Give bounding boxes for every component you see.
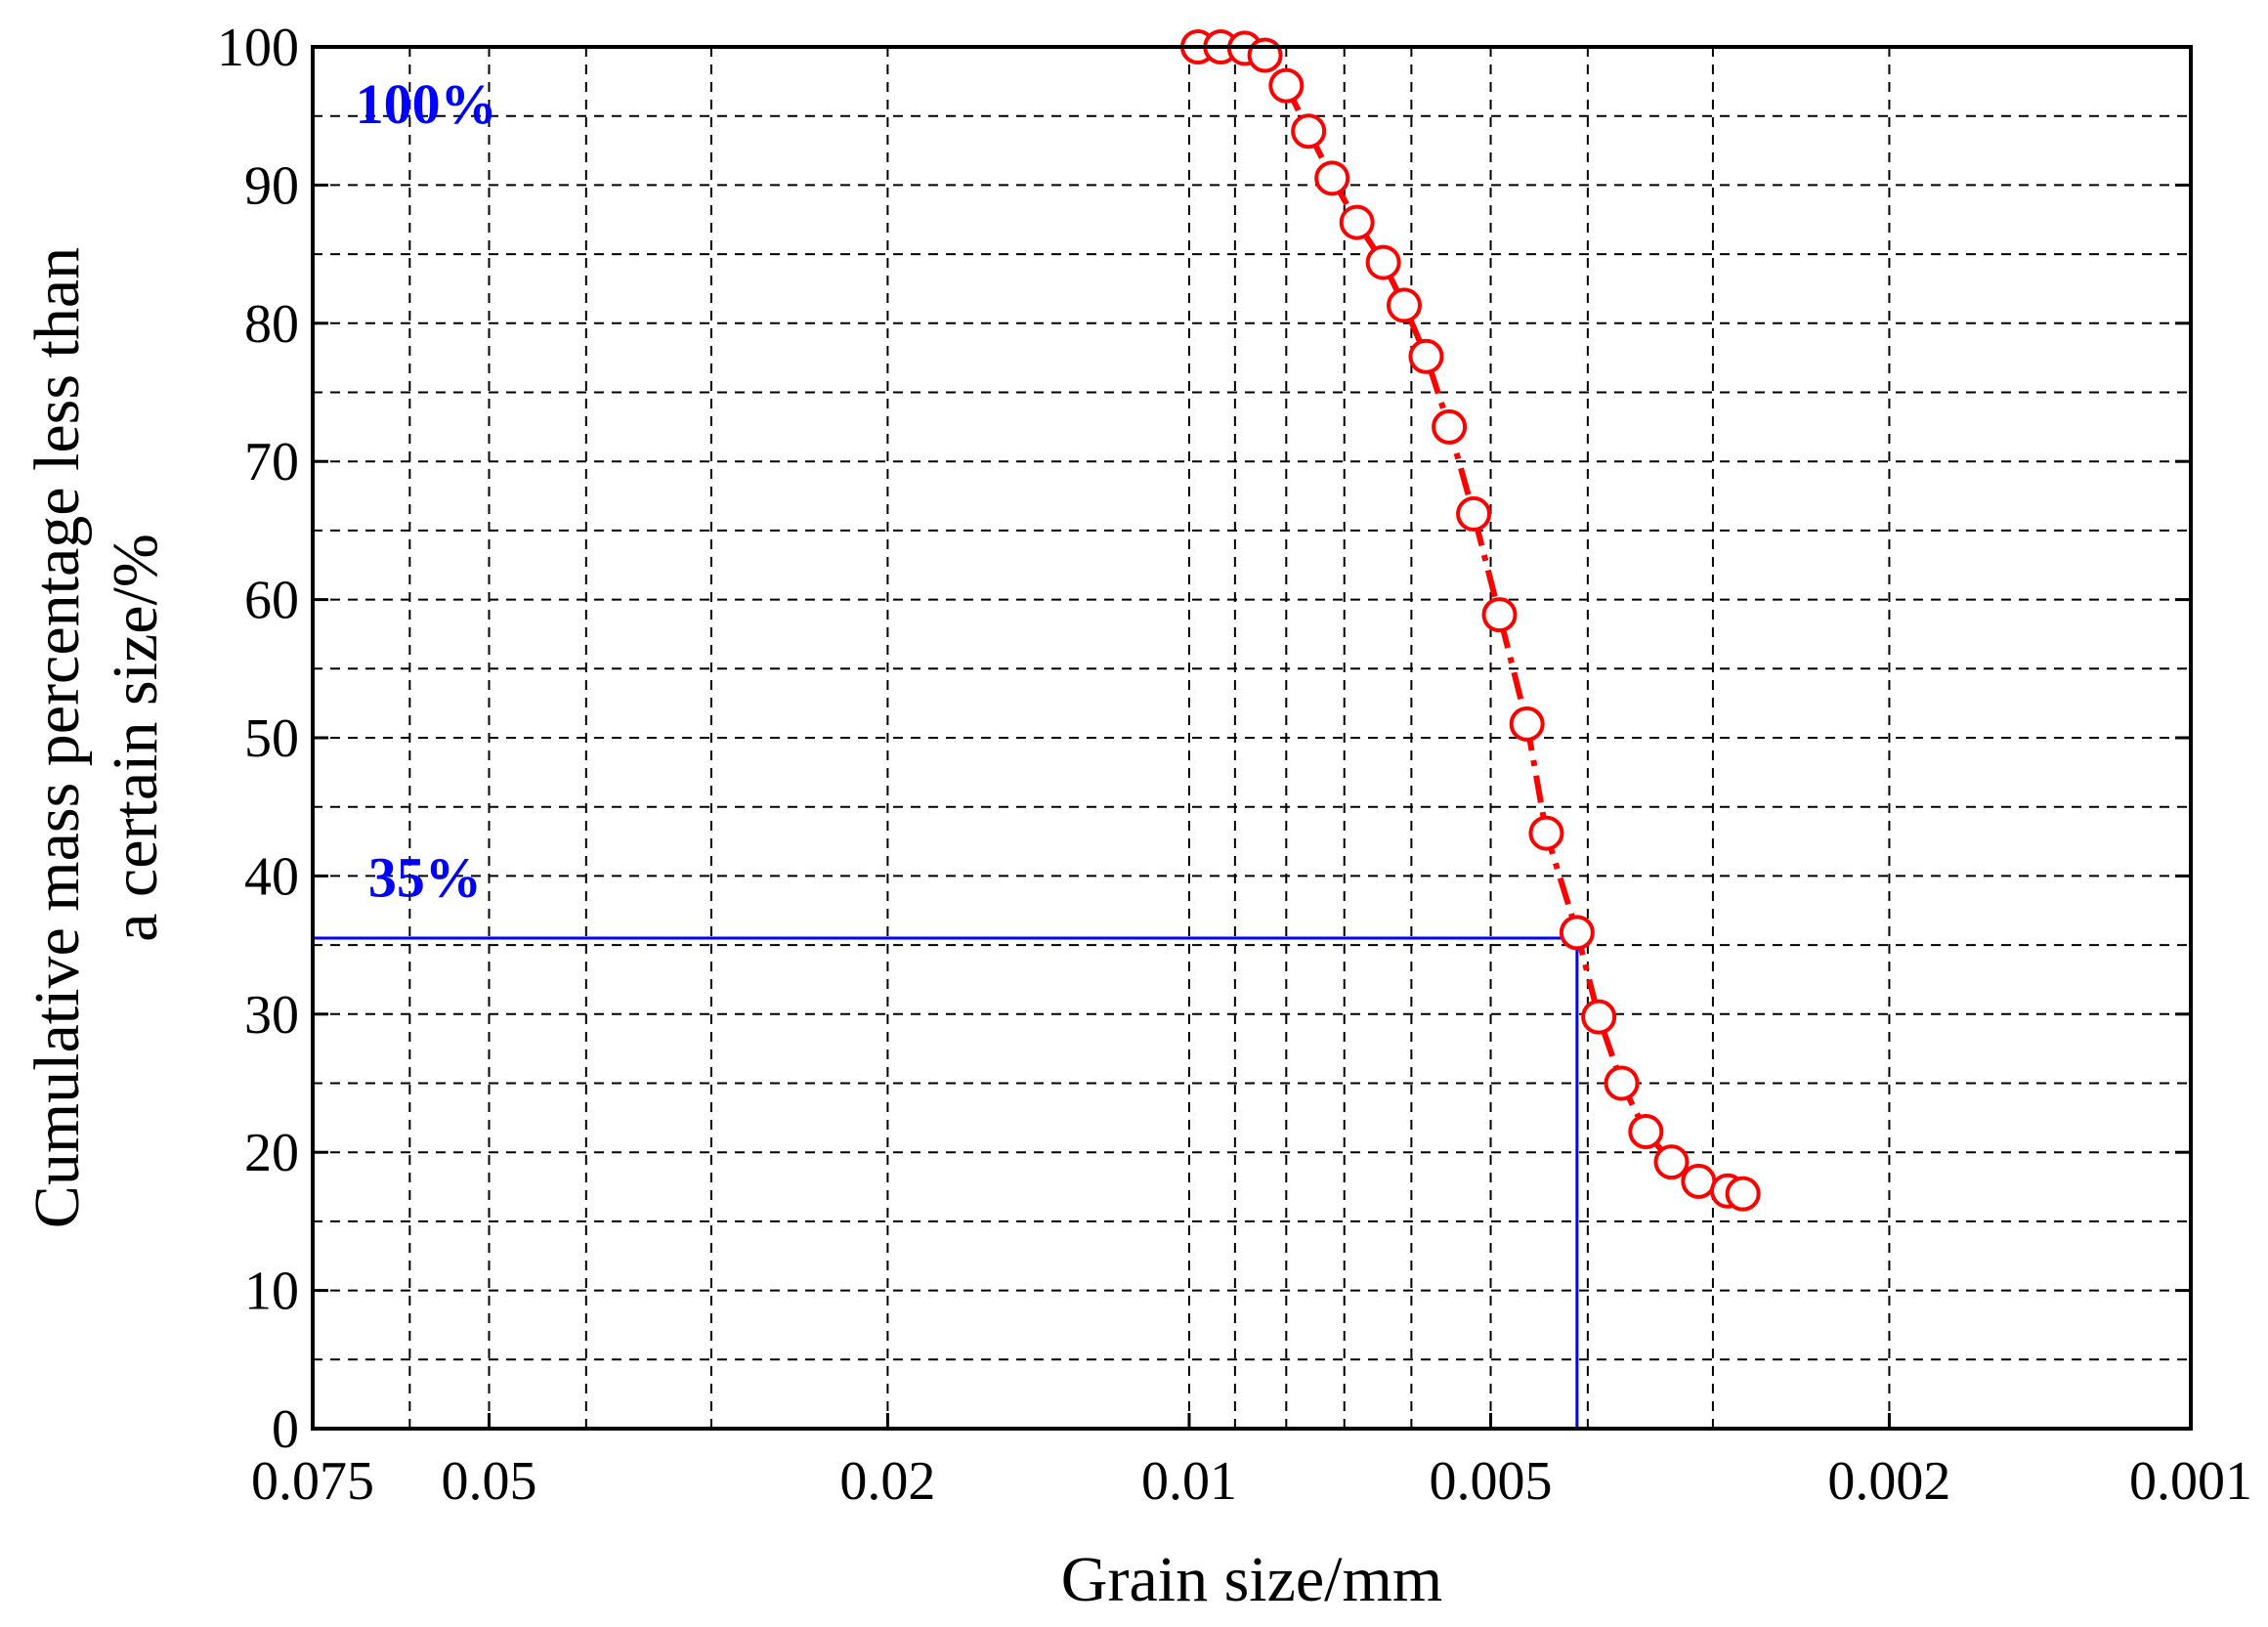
- y-axis-title-line-1: Cumulative mass percentage less than: [21, 247, 93, 1228]
- data-point: [1725, 1176, 1761, 1212]
- data-point: [1291, 113, 1327, 150]
- y-tick-label: 50: [244, 708, 299, 769]
- y-tick-label: 90: [244, 155, 299, 216]
- y-tick-label: 20: [244, 1123, 299, 1183]
- x-tick-label: 0.001: [2129, 1451, 2252, 1512]
- data-point: [1581, 999, 1617, 1035]
- annotations: 100% 35%: [356, 72, 497, 910]
- reference-lines: [313, 936, 1579, 1429]
- data-point: [1681, 1163, 1717, 1199]
- x-tick-label: 0.02: [839, 1451, 935, 1512]
- x-axis-title: Grain size/mm: [1061, 1544, 1442, 1615]
- x-tick-label: 0.01: [1141, 1451, 1237, 1512]
- grid-layer: [313, 47, 2191, 1429]
- data-point: [1365, 244, 1401, 280]
- y-axis-title-line-2: a certain size/%: [100, 534, 171, 942]
- data-point: [1408, 338, 1444, 374]
- y-tick-label: 30: [244, 985, 299, 1046]
- series-layer: [1179, 29, 1761, 1212]
- x-tick-label: 0.075: [251, 1451, 374, 1512]
- data-point: [1528, 815, 1564, 851]
- data-point: [1456, 495, 1492, 532]
- y-tick-label: 10: [244, 1262, 299, 1322]
- y-tick-label: 60: [244, 571, 299, 631]
- x-tick-label: 0.005: [1430, 1451, 1553, 1512]
- annotation-label: 35%: [368, 846, 482, 910]
- data-point: [1432, 408, 1468, 445]
- x-tick-label: 0.05: [441, 1451, 536, 1512]
- tick-labels: 0 10 20 30 40 50 60 70 80 90 100 0.075 0.05 0.02 0.01 0…: [217, 18, 2252, 1512]
- series-line: [1198, 44, 1744, 1197]
- data-point: [1653, 1144, 1690, 1180]
- data-point: [1339, 204, 1375, 240]
- y-tick-label: 0: [272, 1399, 299, 1460]
- data-point: [1628, 1113, 1664, 1149]
- y-tick-label: 70: [244, 432, 299, 492]
- data-point: [1559, 915, 1595, 951]
- data-point: [1481, 597, 1518, 633]
- data-point: [1247, 37, 1283, 73]
- y-tick-label: 80: [244, 294, 299, 355]
- y-tick-label: 100: [217, 18, 299, 78]
- annotation-label: 100%: [356, 72, 497, 136]
- x-tick-label: 0.002: [1827, 1451, 1950, 1512]
- data-point: [1509, 706, 1545, 742]
- data-point: [1314, 160, 1350, 196]
- data-point: [1604, 1065, 1640, 1101]
- data-point: [1268, 67, 1305, 104]
- y-tick-label: 40: [244, 846, 299, 907]
- data-point: [1387, 287, 1423, 323]
